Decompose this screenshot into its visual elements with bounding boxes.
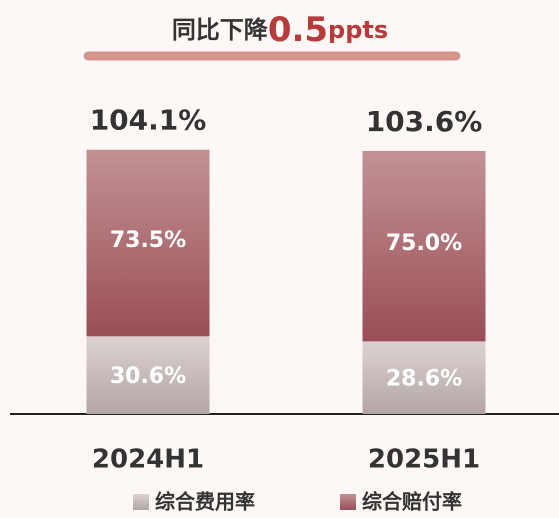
title-text: 同比下降 — [172, 16, 269, 44]
title-unit: ppts — [328, 16, 388, 44]
bar-segment — [362, 150, 486, 342]
legend-swatch — [133, 494, 149, 510]
value-label: 30.6% — [110, 364, 186, 389]
total-label: 103.6% — [366, 105, 483, 138]
total-label: 104.1% — [90, 104, 207, 137]
value-label: 73.5% — [110, 228, 186, 253]
value-label: 28.6% — [386, 367, 462, 392]
title-value: 0.5 — [268, 10, 328, 50]
chart-title: 同比下降0.5ppts — [172, 10, 388, 50]
value-label: 75.0% — [386, 231, 462, 256]
x-tick-label: 2025H1 — [368, 445, 480, 475]
legend-swatch — [340, 494, 356, 510]
x-tick-label: 2024H1 — [92, 445, 204, 475]
legend-label: 综合赔付率 — [362, 490, 462, 514]
bar-segment — [86, 336, 210, 414]
bar-segment — [86, 149, 210, 337]
legend-label: 综合费用率 — [155, 490, 255, 514]
bar-segment — [362, 341, 486, 414]
